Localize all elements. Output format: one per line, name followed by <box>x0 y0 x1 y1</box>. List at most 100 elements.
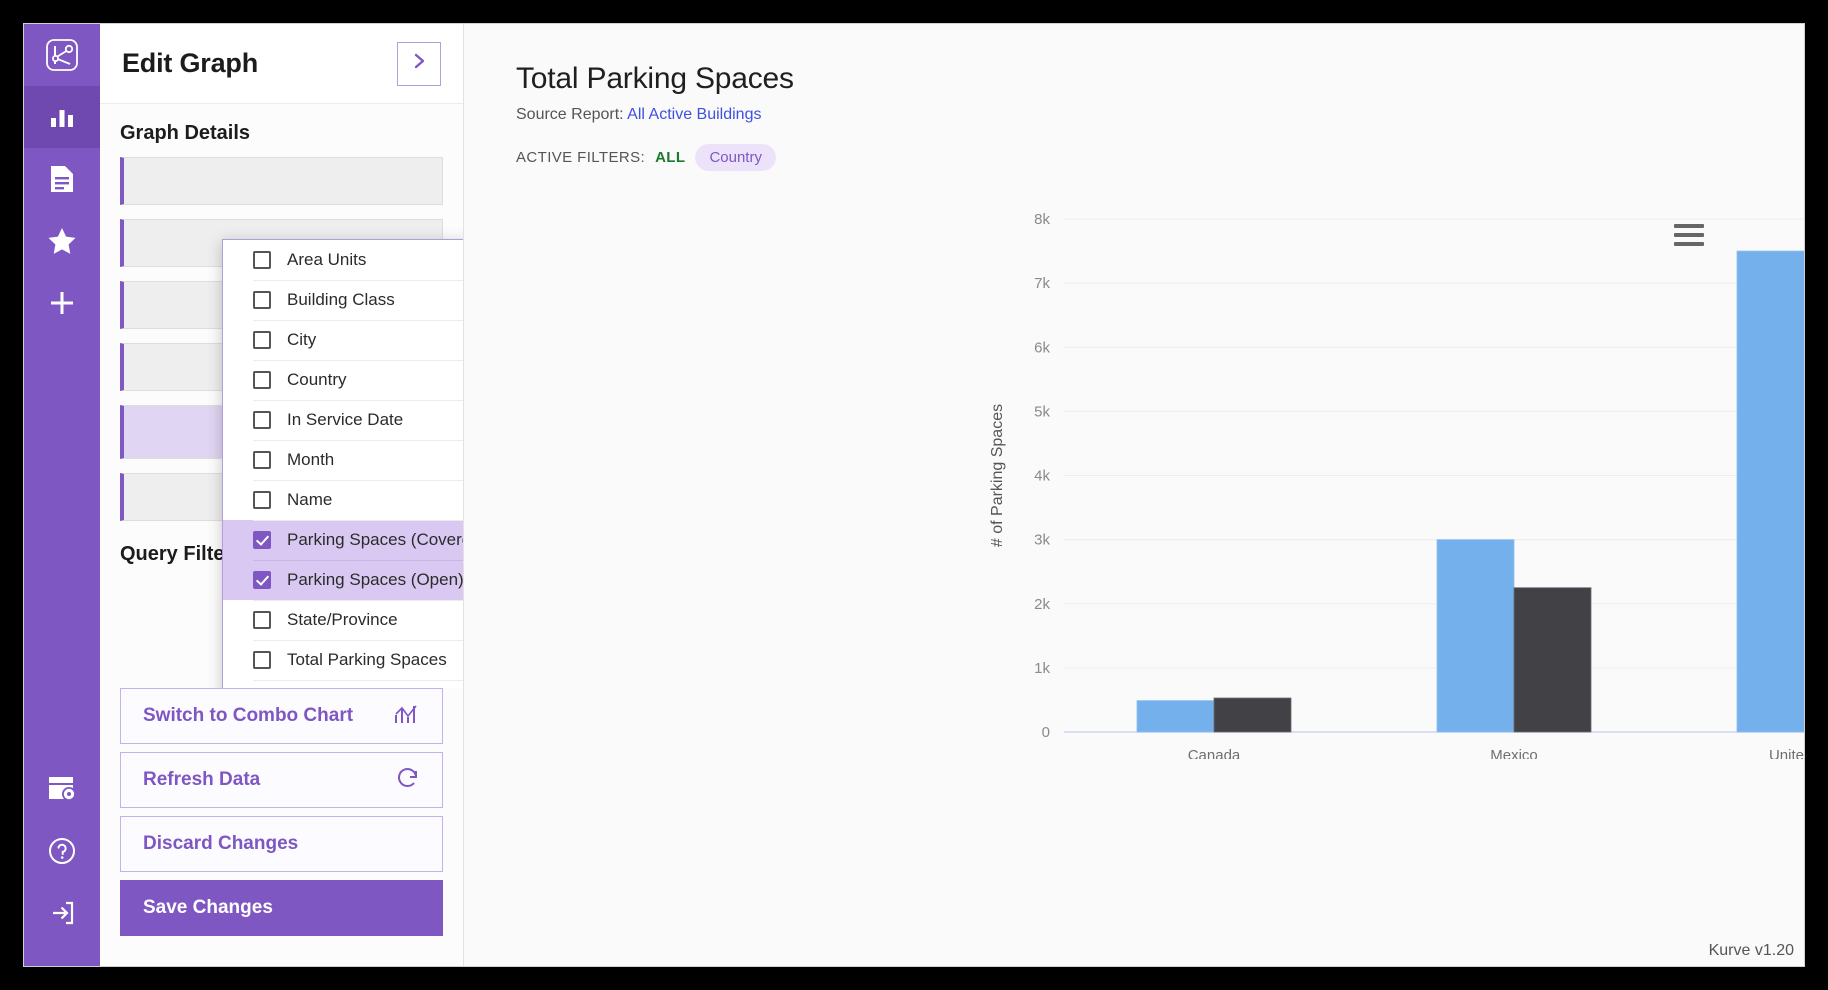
dropdown-option-label: State/Province <box>287 610 398 629</box>
bar[interactable] <box>1513 587 1592 733</box>
panel-header: Edit Graph <box>100 24 463 104</box>
y-axis-tick-label: 4k <box>1034 468 1050 485</box>
version-label: Kurve v1.20 <box>1708 942 1794 959</box>
rail-top-group <box>24 24 100 334</box>
plot-wrapper: 0 1k 2k 3k 4k 5k 6k 7k 8k Canada Mexico United Stat… <box>464 199 1804 966</box>
dropdown-option[interactable]: Parking Spaces (Open) <box>223 560 463 600</box>
checkbox-icon[interactable] <box>253 611 271 629</box>
document-icon <box>48 164 76 194</box>
y-axis-tick-label: 1k <box>1034 660 1050 677</box>
dropdown-option[interactable]: Month <box>223 440 463 480</box>
edit-graph-panel: Edit Graph Graph Details Query Filters A… <box>100 24 464 966</box>
logout-icon <box>47 898 77 928</box>
dropdown-option[interactable]: State/Province <box>223 600 463 640</box>
checkbox-icon[interactable] <box>253 251 271 269</box>
dropdown-option[interactable]: Area Units <box>223 240 463 280</box>
dropdown-option[interactable]: Total Parking Spaces <box>223 640 463 680</box>
action-button-label: Switch to Combo Chart <box>143 705 354 726</box>
combo-chart-icon <box>394 703 420 730</box>
plus-icon <box>47 288 77 318</box>
dropdown-option-list: Area Units Building Class City Country In Se… <box>223 240 463 688</box>
field-select-dropdown[interactable]: Area Units Building Class City Country In Se… <box>222 239 463 688</box>
dropdown-option[interactable]: In Service Date <box>223 400 463 440</box>
active-filters-row: ACTIVE FILTERS: ALL Country <box>516 144 1804 171</box>
save-changes-button[interactable]: Save Changes <box>120 880 443 936</box>
dropdown-option-label: City <box>287 330 317 349</box>
x-axis-tick-label: Mexico <box>1490 747 1538 759</box>
rail-item-add[interactable] <box>24 272 100 334</box>
dropdown-option-label: Name <box>287 490 333 509</box>
app-window: Edit Graph Graph Details Query Filters A… <box>24 24 1804 966</box>
source-report-link[interactable]: All Active Buildings <box>627 106 762 123</box>
checkbox-icon[interactable] <box>253 491 271 509</box>
source-report-label: Source Report: <box>516 106 624 123</box>
x-axis-tick-label: United States <box>1769 747 1804 759</box>
active-filters-label: ACTIVE FILTERS: <box>516 149 646 166</box>
dropdown-option[interactable]: City <box>223 320 463 360</box>
y-axis-tick-label: 8k <box>1034 211 1050 228</box>
collapse-panel-button[interactable] <box>397 41 441 86</box>
checkbox-icon[interactable] <box>253 651 271 669</box>
dropdown-option-label: Month <box>287 450 335 469</box>
bar-chart[interactable]: 0 1k 2k 3k 4k 5k 6k 7k 8k Canada Mexico United Stat… <box>464 199 1804 759</box>
bar[interactable] <box>1436 539 1515 733</box>
switch-to-combo-chart-button[interactable]: Switch to Combo Chart <box>120 688 443 744</box>
logo-icon <box>44 37 80 73</box>
chart-header: Total Parking Spaces Source Report: All … <box>464 24 1804 171</box>
checkbox-icon[interactable] <box>253 411 271 429</box>
dropdown-option-label: Country <box>287 370 347 389</box>
graph-details-heading: Graph Details <box>120 122 251 144</box>
chart-title: Total Parking Spaces <box>516 62 794 95</box>
y-axis-title: # of Parking Spaces <box>989 404 1006 547</box>
panel-actions: Switch to Combo Chart Refresh Data Discard… <box>100 688 463 966</box>
active-filters-all[interactable]: ALL <box>655 149 686 166</box>
query-filters-heading: Query Filters <box>120 543 244 565</box>
dropdown-option[interactable]: Country <box>223 360 463 400</box>
rail-item-reports[interactable] <box>24 148 100 210</box>
refresh-icon <box>396 766 420 795</box>
admin-icon <box>47 775 77 803</box>
dropdown-option[interactable]: Building Class <box>223 280 463 320</box>
rail-bottom-group <box>24 758 100 944</box>
action-button-label: Discard Changes <box>143 833 299 854</box>
dropdown-option[interactable]: Parking Spaces (Covered) <box>223 520 463 560</box>
rail-item-logout[interactable] <box>24 882 100 944</box>
bar[interactable] <box>1736 250 1804 733</box>
y-axis-tick-label: 6k <box>1034 339 1050 356</box>
dropdown-option-label: Parking Spaces (Covered) <box>287 530 463 549</box>
dropdown-option-label: Area Units <box>287 250 367 269</box>
source-report-row: Source Report: All Active Buildings <box>516 106 1804 124</box>
y-axis-tick-label: 7k <box>1034 275 1050 292</box>
dropdown-option[interactable]: Name <box>223 480 463 520</box>
chart-main-area: Total Parking Spaces Source Report: All … <box>464 24 1804 966</box>
x-axis-tick-label: Canada <box>1188 747 1241 759</box>
checkbox-icon[interactable] <box>253 451 271 469</box>
bar[interactable] <box>1136 700 1215 733</box>
chevron-right-icon <box>410 52 428 75</box>
rail-item-favorites[interactable] <box>24 210 100 272</box>
dropdown-option-label: Parking Spaces (Open) <box>287 570 463 589</box>
help-icon <box>47 836 77 866</box>
panel-body: Graph Details Query Filters Area Units Bu… <box>100 104 463 688</box>
y-axis-tick-label: 3k <box>1034 532 1050 549</box>
dropdown-option-label: Total Parking Spaces <box>287 650 447 669</box>
rail-item-logo[interactable] <box>24 24 100 86</box>
rail-item-graphs[interactable] <box>24 86 100 148</box>
checkbox-checked-icon[interactable] <box>253 531 271 549</box>
dropdown-option-label: In Service Date <box>287 410 404 429</box>
rail-item-help[interactable] <box>24 820 100 882</box>
refresh-data-button[interactable]: Refresh Data <box>120 752 443 808</box>
checkbox-icon[interactable] <box>253 291 271 309</box>
checkbox-icon[interactable] <box>253 371 271 389</box>
chart-icon <box>47 102 77 132</box>
checkbox-checked-icon[interactable] <box>253 571 271 589</box>
discard-changes-button[interactable]: Discard Changes <box>120 816 443 872</box>
graph-detail-field-1[interactable] <box>120 157 443 205</box>
filter-chip-country[interactable]: Country <box>695 144 776 171</box>
dropdown-option[interactable]: Usable Area <box>223 680 463 688</box>
bar[interactable] <box>1213 697 1292 733</box>
rail-item-admin[interactable] <box>24 758 100 820</box>
checkbox-icon[interactable] <box>253 331 271 349</box>
y-axis-tick-label: 2k <box>1034 596 1050 613</box>
hamburger-menu-icon[interactable] <box>1674 224 1704 246</box>
